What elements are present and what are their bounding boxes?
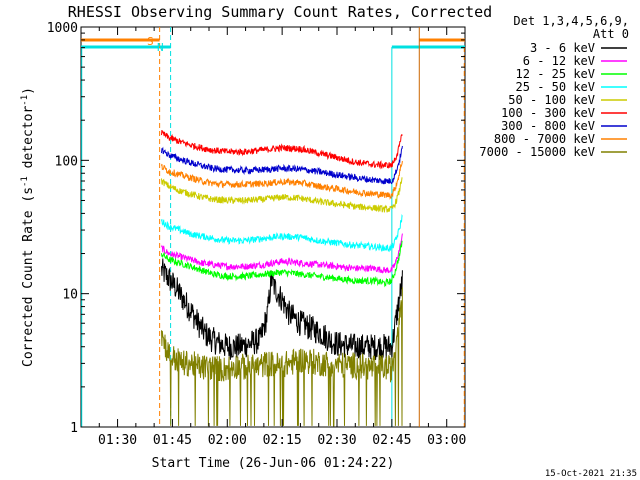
series-line [161, 214, 403, 253]
legend-entry-label: 12 - 25 keV [516, 67, 595, 81]
legend-entry-label: 25 - 50 keV [516, 80, 595, 94]
series-line [161, 240, 403, 288]
y-tick-label: 1 [70, 421, 78, 436]
y-tick-label: 1000 [47, 21, 78, 36]
y-axis-label-main: Corrected Count Rate (s [21, 187, 36, 367]
legend-entry-label: 100 - 300 keV [501, 106, 595, 120]
y-axis-label-mid: detector [21, 106, 36, 177]
series-line [161, 258, 403, 360]
x-axis-ticks: 01:30 01:45 02:00 02:15 02:30 02:45 03:00 [98, 27, 466, 448]
series-line [161, 177, 403, 213]
x-tick-label: 03:00 [427, 433, 466, 448]
y-axis-label-end: ) [21, 87, 36, 95]
legend-header-line2: Att 0 [593, 27, 629, 41]
x-tick-label: 01:45 [153, 433, 192, 448]
x-tick-label: 02:30 [317, 433, 356, 448]
x-tick-label: 02:00 [208, 433, 247, 448]
series-layer [161, 129, 403, 427]
legend-entry-label: 7000 - 15000 keV [479, 145, 595, 159]
x-tick-label: 02:45 [372, 433, 411, 448]
x-tick-label: 02:15 [263, 433, 302, 448]
series-line [161, 287, 403, 427]
legend-entry-label: 300 - 800 keV [501, 119, 595, 133]
legend-entry-label: 6 - 12 keV [523, 54, 595, 68]
y-tick-label: 100 [55, 154, 78, 169]
series-line [161, 233, 403, 274]
legend-entry-label: 50 - 100 keV [508, 93, 595, 107]
legend-entry-label: 800 - 7000 keV [494, 132, 595, 146]
chart-title: RHESSI Observing Summary Count Rates, Co… [68, 3, 492, 21]
flag-label-s: S [147, 35, 154, 48]
series-line [161, 160, 403, 200]
x-tick-label: 01:30 [98, 433, 137, 448]
y-axis-label-sup2: -1 [20, 95, 30, 106]
series-line [161, 145, 403, 185]
y-axis-label-sup1: -1 [20, 176, 30, 187]
flag-label-n: N [157, 41, 164, 54]
x-axis-label: Start Time (26-Jun-06 01:24:22) [152, 456, 395, 471]
footer-timestamp: 15-Oct-2021 21:35 [545, 469, 637, 479]
y-axis-ticks: 1 10 100 1000 [47, 21, 465, 436]
y-tick-label: 10 [62, 288, 78, 303]
series-line [161, 129, 403, 170]
y-axis-label: Corrected Count Rate (s-1 detector-1) [20, 87, 36, 367]
legend-entry-label: 3 - 6 keV [530, 41, 595, 55]
legend-header-line1: Det 1,3,4,5,6,9, [513, 14, 629, 28]
plot-frame [80, 26, 466, 428]
